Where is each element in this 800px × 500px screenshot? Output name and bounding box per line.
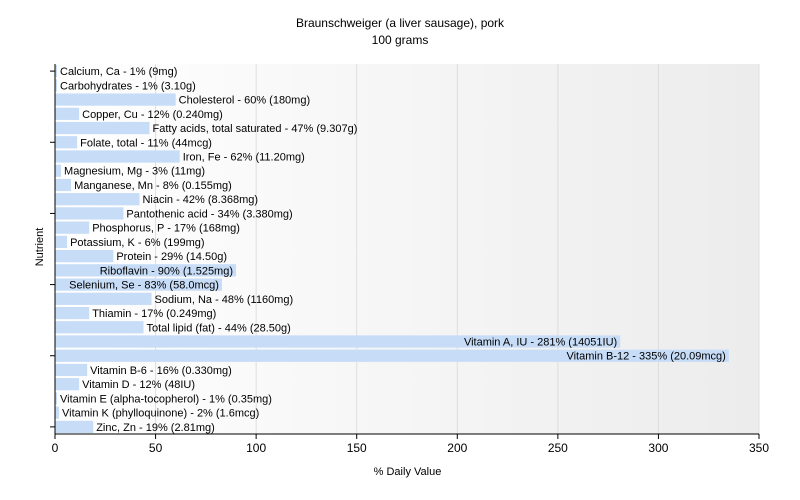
x-tick-label: 350 (749, 441, 769, 455)
data-label: Vitamin A, IU - 281% (14051IU) (464, 337, 617, 349)
bar (55, 178, 72, 192)
data-label: Potassium, K - 6% (199mg) (70, 237, 205, 249)
bar (55, 150, 180, 163)
bar (55, 250, 114, 263)
bar (55, 193, 140, 206)
bar (55, 136, 78, 149)
plot-background (55, 64, 759, 434)
x-tick-label: 150 (347, 441, 367, 455)
data-label: Niacin - 42% (8.368mg) (142, 194, 258, 206)
x-tick-label: 50 (149, 441, 163, 455)
x-axis-label: % Daily Value (373, 466, 442, 478)
bar (55, 93, 176, 106)
data-label: Thiamin - 17% (0.249mg) (92, 308, 216, 320)
bar (55, 65, 58, 78)
data-label: Total lipid (fat) - 44% (28.50g) (147, 322, 291, 334)
data-label: Calcium, Ca - 1% (9mg) (60, 66, 177, 78)
data-label: Fatty acids, total saturated - 47% (9.30… (153, 123, 358, 135)
x-tick-label: 300 (648, 441, 668, 455)
data-label: Vitamin D - 12% (48IU) (82, 379, 195, 391)
bar (55, 164, 62, 177)
data-label: Vitamin B-6 - 16% (0.330mg) (90, 365, 232, 377)
bar (55, 207, 124, 220)
bar (55, 392, 58, 405)
bar (55, 221, 90, 234)
data-label: Iron, Fe - 62% (11.20mg) (183, 152, 305, 164)
x-tick-label: 0 (52, 441, 59, 455)
bar (55, 79, 58, 92)
bar (55, 306, 90, 320)
bar (55, 349, 729, 362)
data-label: Vitamin E (alpha-tocopherol) - 1% (0.35m… (60, 393, 272, 405)
bar (55, 335, 621, 348)
bar (55, 264, 237, 277)
data-label: Riboflavin - 90% (1.525mg) (100, 265, 233, 277)
bar (55, 292, 152, 305)
data-label: Phosphorus, P - 17% (168mg) (92, 223, 240, 235)
chart-title: Braunschweiger (a liver sausage), pork (295, 16, 505, 30)
x-tick-label: 250 (548, 441, 568, 455)
bar (55, 121, 150, 135)
data-label: Zinc, Zn - 19% (2.81mg) (96, 422, 215, 434)
data-label: Folate, total - 11% (44mcg) (80, 137, 212, 149)
data-label: Sodium, Na - 48% (1160mg) (155, 294, 294, 306)
x-tick-label: 100 (246, 441, 266, 455)
bar (55, 420, 94, 433)
bar (55, 278, 222, 291)
bar (55, 406, 60, 419)
x-tick-label: 200 (447, 441, 467, 455)
bar (55, 235, 68, 248)
data-label: Vitamin B-12 - 335% (20.09mcg) (566, 351, 725, 363)
data-label: Carbohydrates - 1% (3.10g) (60, 80, 196, 92)
data-label: Vitamin K (phylloquinone) - 2% (1.6mcg) (62, 408, 259, 420)
bar (55, 378, 80, 391)
chart-subtitle: 100 grams (371, 33, 429, 47)
bar (55, 363, 88, 377)
bar (55, 107, 80, 120)
data-label: Copper, Cu - 12% (0.240mg) (82, 109, 223, 121)
bar (55, 321, 144, 334)
data-label: Selenium, Se - 83% (58.0mcg) (69, 280, 219, 292)
data-label: Cholesterol - 60% (180mg) (179, 95, 310, 107)
data-label: Pantothenic acid - 34% (3.380mg) (126, 208, 292, 220)
data-label: Manganese, Mn - 8% (0.155mg) (74, 180, 232, 192)
data-label: Protein - 29% (14.50g) (116, 251, 227, 263)
data-label: Magnesium, Mg - 3% (11mg) (64, 166, 205, 178)
y-axis-label: Nutrient (34, 227, 46, 267)
